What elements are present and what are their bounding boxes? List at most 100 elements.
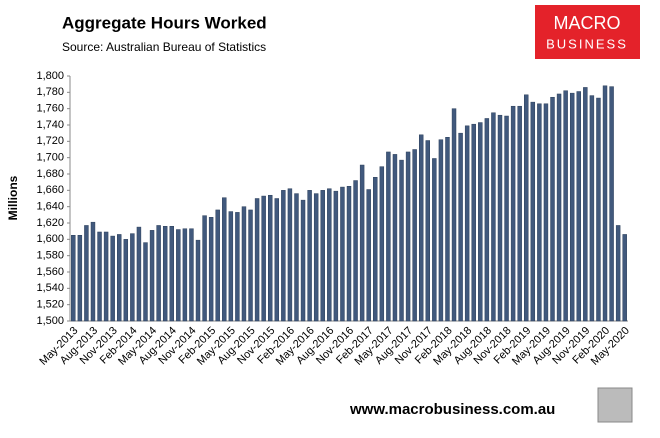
- bar: [274, 198, 280, 322]
- bar: [464, 125, 470, 322]
- bar: [254, 198, 260, 322]
- bar: [169, 226, 174, 322]
- bar: [208, 217, 214, 322]
- bar: [103, 231, 109, 322]
- bar: [596, 97, 601, 322]
- y-tick-label: 1,740: [36, 119, 64, 131]
- bar: [405, 151, 411, 322]
- bar: [333, 190, 339, 322]
- y-tick-label: 1,580: [36, 250, 64, 262]
- bar: [622, 234, 627, 322]
- y-tick-label: 1,540: [36, 282, 64, 294]
- bar: [90, 221, 96, 322]
- bar: [418, 134, 424, 322]
- bar: [471, 123, 476, 322]
- bar: [130, 233, 135, 322]
- bar: [117, 234, 122, 322]
- bar: [281, 190, 286, 322]
- bar: [162, 226, 168, 322]
- bar: [313, 193, 319, 322]
- y-tick-label: 1,620: [36, 217, 64, 229]
- bar: [77, 235, 83, 322]
- bar: [228, 211, 234, 322]
- bar: [143, 242, 148, 322]
- bar: [373, 177, 378, 322]
- bar: [189, 228, 194, 322]
- y-tick-label: 1,800: [36, 70, 64, 82]
- y-tick-label: 1,520: [36, 299, 64, 311]
- y-tick-label: 1,680: [36, 168, 64, 180]
- bar: [202, 215, 207, 322]
- bar: [530, 101, 536, 322]
- bar: [71, 235, 76, 322]
- bar: [149, 230, 155, 322]
- bar: [340, 186, 345, 322]
- bar: [556, 93, 562, 322]
- y-tick-label: 1,660: [36, 184, 64, 196]
- bar: [550, 96, 555, 322]
- bar: [182, 228, 188, 322]
- logo-box: [535, 5, 640, 59]
- bar: [379, 166, 385, 322]
- bar: [176, 229, 181, 322]
- y-axis-label: Millions: [6, 175, 20, 220]
- bar: [425, 140, 430, 322]
- bar: [320, 190, 325, 322]
- bar: [392, 154, 398, 322]
- bar: [537, 103, 542, 322]
- bar: [359, 164, 365, 322]
- bar: [445, 137, 450, 322]
- bar: [97, 231, 102, 322]
- bar: [366, 189, 371, 322]
- bar: [583, 87, 588, 322]
- y-tick-label: 1,500: [36, 315, 64, 327]
- bar: [248, 209, 253, 322]
- bar: [563, 90, 568, 322]
- bar: [84, 225, 89, 322]
- bar: [287, 188, 293, 322]
- bar: [504, 115, 509, 322]
- bar: [386, 151, 391, 322]
- bar: [478, 122, 483, 322]
- y-tick-label: 1,760: [36, 103, 64, 115]
- footer: www.macrobusiness.com.au: [349, 401, 555, 418]
- bar: [412, 149, 417, 322]
- logo-line: BUSINESS: [546, 36, 628, 51]
- chart-subtitle: Source: Australian Bureau of Statistics: [62, 40, 266, 54]
- bar: [432, 158, 437, 322]
- bar: [484, 118, 490, 322]
- bar: [123, 239, 129, 322]
- bar: [241, 206, 247, 322]
- bar: [307, 190, 312, 322]
- bar: [524, 94, 529, 322]
- bar: [235, 212, 240, 322]
- chart-title: Aggregate Hours Worked: [62, 13, 267, 32]
- y-tick-label: 1,640: [36, 201, 64, 213]
- bar: [458, 132, 463, 322]
- y-tick-label: 1,560: [36, 266, 64, 278]
- bar: [110, 235, 115, 322]
- bar: [346, 186, 352, 322]
- bar: [268, 194, 273, 322]
- y-tick-label: 1,600: [36, 233, 64, 245]
- bar: [589, 95, 595, 322]
- wolf-icon: [597, 387, 633, 423]
- bar: [576, 91, 581, 322]
- bar: [136, 226, 142, 322]
- bar: [602, 85, 608, 322]
- bar: [543, 103, 549, 322]
- bar: [569, 92, 575, 322]
- y-tick-label: 1,720: [36, 135, 64, 147]
- bar: [510, 105, 516, 322]
- bar: [222, 197, 227, 322]
- bar: [497, 114, 503, 322]
- bar: [451, 108, 457, 322]
- bar: [491, 112, 496, 322]
- y-tick-label: 1,780: [36, 86, 64, 98]
- bar: [195, 239, 201, 322]
- bar: [294, 193, 299, 322]
- bar: [517, 105, 522, 322]
- bar: [609, 86, 614, 322]
- bar: [615, 225, 621, 322]
